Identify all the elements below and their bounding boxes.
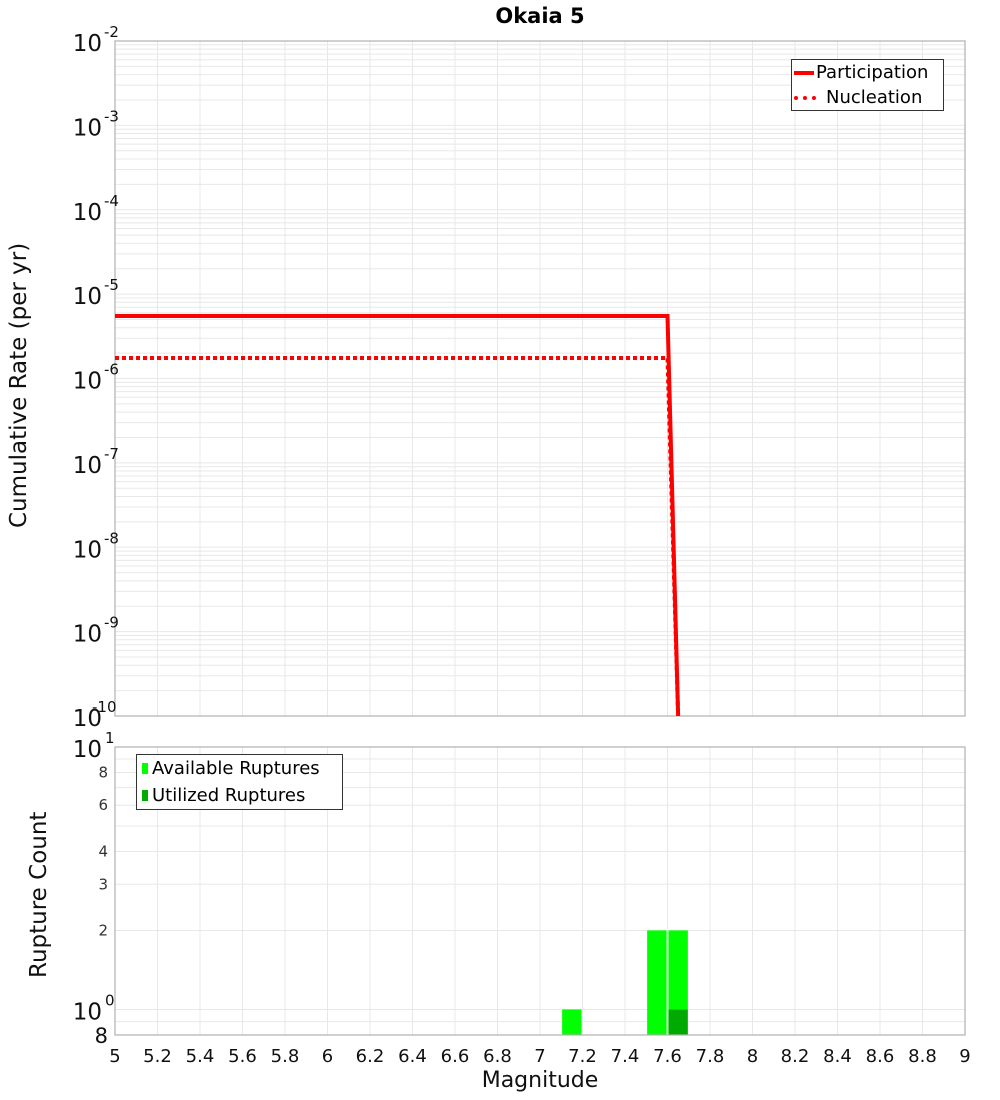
svg-text:-3: -3: [104, 107, 119, 125]
legend-item-participation: Participation: [792, 60, 943, 85]
svg-text:8.4: 8.4: [823, 1046, 852, 1067]
svg-text:6: 6: [322, 1046, 333, 1067]
svg-text:8.6: 8.6: [866, 1046, 895, 1067]
svg-text:5.6: 5.6: [228, 1046, 257, 1067]
svg-text:2: 2: [98, 922, 108, 940]
green-square-icon: [142, 763, 148, 774]
svg-text:7.6: 7.6: [653, 1046, 682, 1067]
svg-text:9: 9: [959, 1046, 970, 1067]
svg-text:5: 5: [109, 1046, 120, 1067]
svg-text:10: 10: [73, 537, 102, 563]
svg-text:3: 3: [98, 875, 108, 893]
svg-text:10: 10: [73, 31, 102, 57]
svg-text:-6: -6: [104, 361, 119, 379]
svg-text:10: 10: [73, 622, 102, 648]
svg-text:10: 10: [73, 737, 102, 763]
svg-text:6.8: 6.8: [483, 1046, 512, 1067]
svg-text:6.6: 6.6: [441, 1046, 470, 1067]
svg-text:4: 4: [98, 842, 108, 860]
svg-text:5.8: 5.8: [271, 1046, 300, 1067]
svg-text:6.2: 6.2: [356, 1046, 385, 1067]
svg-text:8.8: 8.8: [908, 1046, 937, 1067]
svg-text:7: 7: [534, 1046, 545, 1067]
solid-line-icon: [794, 71, 814, 75]
svg-text:-2: -2: [104, 23, 119, 41]
svg-text:8: 8: [747, 1046, 758, 1067]
svg-text:5.2: 5.2: [143, 1046, 172, 1067]
bottom-y-axis-label: Rupture Count: [26, 812, 52, 978]
svg-text:-7: -7: [104, 445, 119, 463]
dotted-line-icon: [794, 96, 816, 100]
top-y-axis-label: Cumulative Rate (per yr): [6, 243, 32, 528]
legend-item-nucleation: Nucleation: [792, 85, 943, 110]
svg-text:10: 10: [73, 200, 102, 226]
svg-text:6.4: 6.4: [398, 1046, 427, 1067]
svg-text:-4: -4: [104, 192, 119, 210]
svg-text:6: 6: [98, 796, 108, 814]
svg-text:10: 10: [73, 1000, 102, 1026]
svg-text:-5: -5: [104, 276, 119, 294]
svg-text:8: 8: [95, 1024, 108, 1048]
svg-text:10: 10: [73, 369, 102, 395]
chart-canvas: 10-210-310-410-510-610-710-810-910-10101…: [0, 0, 1000, 1100]
svg-text:0: 0: [105, 992, 115, 1010]
svg-text:10: 10: [73, 453, 102, 479]
bottom-legend: Available Ruptures Utilized Ruptures: [136, 754, 343, 810]
svg-text:-10: -10: [92, 698, 117, 716]
svg-text:-9: -9: [104, 614, 119, 632]
legend-item-utilized: Utilized Ruptures: [137, 782, 342, 809]
x-axis-label: Magnitude: [0, 1068, 1000, 1093]
legend-item-available: Available Ruptures: [137, 755, 342, 782]
svg-text:7.2: 7.2: [568, 1046, 597, 1067]
svg-text:7.4: 7.4: [611, 1046, 640, 1067]
svg-text:10: 10: [73, 284, 102, 310]
svg-text:10: 10: [73, 115, 102, 141]
svg-text:7.8: 7.8: [696, 1046, 725, 1067]
svg-text:5.4: 5.4: [186, 1046, 215, 1067]
svg-text:1: 1: [105, 729, 115, 747]
svg-text:-8: -8: [104, 529, 119, 547]
svg-text:8.2: 8.2: [781, 1046, 810, 1067]
top-legend: Participation Nucleation: [791, 59, 944, 111]
svg-text:8: 8: [98, 763, 108, 781]
dark-green-square-icon: [142, 790, 148, 801]
